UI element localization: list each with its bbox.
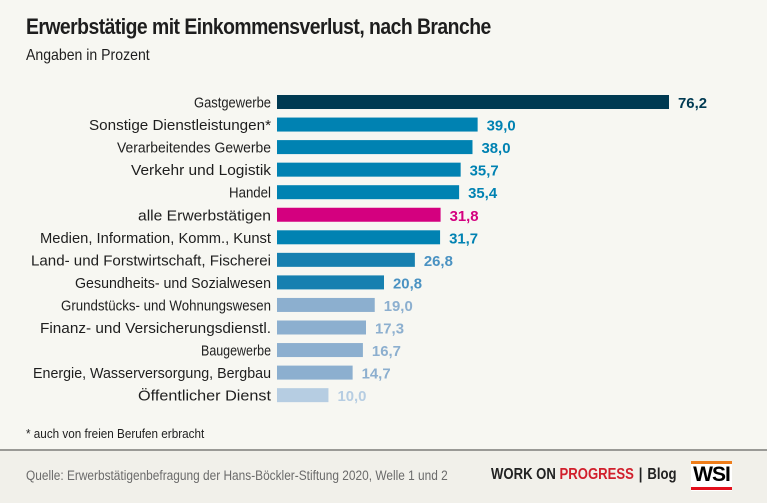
logo-red-bar <box>691 487 732 490</box>
value-label: 17,3 <box>375 321 404 338</box>
bar <box>277 117 478 132</box>
footer <box>0 451 767 503</box>
value-label: 10,0 <box>337 388 366 405</box>
category-label: Handel <box>229 186 271 202</box>
brand-blog: Blog <box>647 466 677 483</box>
bar <box>277 320 366 335</box>
bar <box>277 185 460 200</box>
category-label: Grundstücks- und Wohnungswesen <box>61 298 271 314</box>
wsi-logo[interactable]: WSI <box>691 461 732 491</box>
bar <box>277 275 385 290</box>
logo-text: WSI <box>693 463 731 486</box>
source-note: Quelle: Erwerbstätigenbefragung der Hans… <box>26 468 448 483</box>
value-label: 16,7 <box>372 343 401 360</box>
value-label: 31,7 <box>449 230 478 247</box>
bar-chart: Gastgewerbe 76,2 Sonstige Dienstleistungen… <box>31 95 707 405</box>
chart-subtitle: Angaben in Prozent <box>26 47 150 64</box>
value-label: 76,2 <box>678 95 707 112</box>
category-label: Finanz- und Versicherungsdienstl. <box>40 321 271 337</box>
category-label: Energie, Wasserversorgung, Bergbau <box>33 366 271 382</box>
value-label: 31,8 <box>450 208 479 225</box>
category-label: Gastgewerbe <box>194 96 271 112</box>
value-label: 39,0 <box>487 118 516 135</box>
value-label: 19,0 <box>384 298 413 315</box>
bar <box>277 140 473 155</box>
category-label: Medien, Information, Komm., Kunst <box>40 231 271 247</box>
bar <box>277 162 461 177</box>
chart-title: Erwerbstätige mit Einkommensverlust, nac… <box>26 14 491 39</box>
bar <box>277 388 329 403</box>
category-label: Verkehr und Logistik <box>131 163 272 179</box>
category-label: Land- und Forstwirtschaft, Fischerei <box>31 253 271 269</box>
category-label: alle Erwerbstätigen <box>138 208 271 224</box>
bar <box>277 343 363 358</box>
category-label: Verarbeitendes Gewerbe <box>117 141 271 157</box>
bar <box>277 230 441 245</box>
value-label: 20,8 <box>393 275 422 292</box>
bar <box>277 365 353 380</box>
value-label: 26,8 <box>424 253 453 270</box>
brand-work-on: WORK ON <box>491 466 560 483</box>
bar <box>277 207 441 222</box>
bar <box>277 252 415 267</box>
footnote: * auch von freien Berufen erbracht <box>26 426 205 441</box>
value-label: 14,7 <box>362 366 391 383</box>
brand-separator: | <box>638 466 643 483</box>
category-label: Sonstige Dienstleistungen* <box>89 118 271 134</box>
footer-divider <box>0 449 767 451</box>
brand-link[interactable]: WORK ON PROGRESS | Blog <box>491 466 677 484</box>
category-label: Gesundheits- und Sozialwesen <box>75 276 271 292</box>
value-label: 35,7 <box>470 163 499 180</box>
bar <box>277 297 375 312</box>
value-label: 35,4 <box>468 185 498 202</box>
brand-progress: PROGRESS <box>559 466 634 483</box>
logo-orange-bar <box>691 461 732 464</box>
bar <box>277 95 669 109</box>
category-label: Baugewerbe <box>201 344 271 360</box>
value-label: 38,0 <box>481 140 510 157</box>
category-label: Öffentlicher Dienst <box>138 387 271 405</box>
